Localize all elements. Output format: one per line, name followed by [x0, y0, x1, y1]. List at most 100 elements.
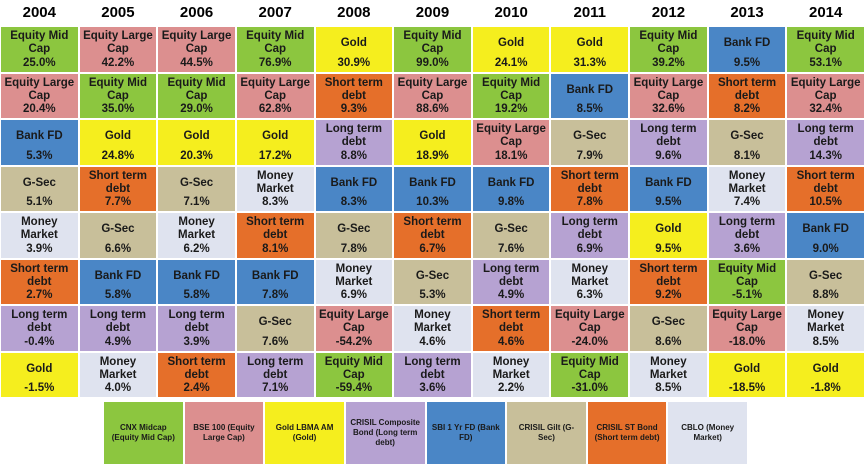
- asset-name: Short term debt: [10, 262, 69, 288]
- return-cell: Gold 24.8%: [78, 119, 158, 166]
- return-cell: Equity Large Cap -54.2%: [314, 305, 394, 352]
- return-value: 2.7%: [26, 289, 53, 301]
- return-cell: Short term debt 2.4%: [157, 351, 236, 398]
- year-label: 2005: [101, 4, 135, 21]
- asset-name: Equity Large Cap: [83, 30, 153, 55]
- asset-name: Gold: [26, 362, 53, 375]
- asset-name: Bank FD: [173, 269, 220, 282]
- asset-name: Bank FD: [645, 176, 692, 189]
- year-label: 2007: [258, 4, 292, 21]
- return-cell: Equity Mid Cap 19.2%: [471, 72, 551, 119]
- return-cell: Gold -18.5%: [707, 351, 787, 398]
- return-value: 7.6%: [262, 335, 289, 348]
- asset-name: Equity Mid Cap: [560, 355, 619, 381]
- return-cell: Long term debt 3.6%: [393, 351, 472, 398]
- return-cell: Short term debt 10.5%: [786, 165, 865, 212]
- asset-name: Long term debt: [483, 262, 540, 288]
- year-label: 2013: [730, 4, 764, 21]
- return-value: 32.4%: [809, 103, 842, 115]
- asset-name: Money Market: [649, 355, 687, 381]
- return-cell: G-Sec 5.3%: [393, 258, 472, 305]
- return-cell: Bank FD 8.3%: [314, 165, 394, 212]
- legend-label: CNX Midcap (Equity Mid Cap): [111, 423, 175, 442]
- asset-name: Gold: [498, 37, 525, 49]
- return-cell: Equity Mid Cap 29.0%: [157, 72, 236, 119]
- asset-name: Short term debt: [246, 216, 305, 241]
- return-cell: G-Sec 7.1%: [157, 165, 236, 212]
- return-value: 9.2%: [655, 289, 682, 301]
- asset-name: Long term debt: [89, 309, 147, 334]
- return-value: 6.9%: [576, 242, 603, 255]
- return-cell: Equity Mid Cap 25.0%: [0, 26, 79, 73]
- asset-name: Equity Large Cap: [240, 76, 311, 102]
- return-value: 18.9%: [416, 149, 449, 162]
- return-value: 14.3%: [809, 149, 842, 162]
- return-value: 99.0%: [416, 56, 449, 69]
- return-cell: G-Sec 5.1%: [0, 165, 79, 212]
- return-value: 42.2%: [101, 56, 135, 69]
- return-cell: Equity Large Cap 44.5%: [157, 26, 236, 73]
- return-cell: Short term debt 9.2%: [629, 258, 708, 305]
- return-cell: G-Sec 7.6%: [471, 212, 551, 259]
- legend-label: CBLO (Money Market): [681, 423, 735, 442]
- return-value: 8.5%: [655, 382, 682, 394]
- return-value: 9.8%: [498, 196, 525, 208]
- return-value: 9.3%: [340, 103, 367, 115]
- return-cell: Gold -1.5%: [0, 351, 79, 398]
- asset-name: Bank FD: [409, 176, 456, 189]
- asset-name: Gold: [183, 130, 210, 142]
- legend-entry: CRISIL Composite Bond (Long term debt): [344, 401, 426, 465]
- return-value: 88.6%: [416, 103, 449, 115]
- asset-name: Long term debt: [797, 123, 854, 148]
- asset-name: G-Sec: [494, 223, 528, 235]
- asset-name: G-Sec: [258, 316, 292, 328]
- legend-entry: CBLO (Money Market): [667, 401, 748, 465]
- asset-name: Equity Large Cap: [397, 76, 468, 102]
- return-cell: G-Sec 7.6%: [235, 305, 315, 352]
- asset-name: G-Sec: [101, 223, 135, 235]
- return-value: 44.5%: [180, 56, 213, 69]
- return-cell: Long term debt 4.9%: [78, 305, 158, 352]
- legend-label: BSE 100 (Equity Large Cap): [193, 423, 255, 442]
- return-value: 5.1%: [26, 196, 53, 208]
- asset-name: Bank FD: [566, 83, 614, 96]
- return-value: 62.8%: [258, 103, 292, 115]
- asset-name: Gold: [655, 223, 682, 235]
- return-cell: G-Sec 8.6%: [629, 305, 708, 352]
- return-cell: Bank FD 9.8%: [471, 165, 551, 212]
- asset-name: Short term debt: [639, 262, 698, 288]
- return-value: 8.5%: [812, 335, 839, 348]
- return-value: 30.9%: [337, 56, 371, 69]
- return-value: 8.8%: [340, 149, 367, 162]
- return-cell: Gold 24.1%: [471, 26, 551, 73]
- asset-name: Short term debt: [717, 76, 777, 102]
- return-value: -5.1%: [732, 289, 763, 301]
- asset-name: Short term debt: [482, 309, 541, 334]
- return-value: 6.9%: [340, 289, 367, 301]
- return-cell: Bank FD 7.8%: [235, 258, 315, 305]
- asset-name: Equity Large Cap: [4, 76, 75, 102]
- return-cell: Long term debt 6.9%: [550, 212, 630, 259]
- asset-name: Equity Large Cap: [161, 30, 232, 55]
- legend-entry: CNX Midcap (Equity Mid Cap): [103, 401, 184, 465]
- asset-name: Bank FD: [802, 223, 849, 235]
- year-header-row: 2004 2005 2006 2007 2008 2009 2010 2011 2012 2013…: [0, 0, 865, 26]
- return-cell: Money Market 4.6%: [393, 305, 472, 352]
- return-cell: Equity Large Cap 62.8%: [235, 72, 315, 119]
- return-cell: Short term debt 8.1%: [235, 212, 315, 259]
- return-cell: Money Market 6.2%: [157, 212, 236, 259]
- return-value: 20.3%: [180, 149, 213, 162]
- return-cell: Money Market 3.9%: [0, 212, 79, 259]
- return-cell: Bank FD 8.5%: [550, 72, 630, 119]
- return-cell: Short term debt 4.6%: [471, 305, 551, 352]
- return-value: 39.2%: [652, 56, 685, 69]
- year-label: 2004: [22, 4, 56, 21]
- return-cell: Equity Large Cap -24.0%: [550, 305, 630, 352]
- return-cell: Bank FD 5.8%: [78, 258, 158, 305]
- return-value: 8.3%: [340, 196, 367, 208]
- asset-name: Equity Mid Cap: [403, 30, 462, 55]
- return-value: 8.5%: [576, 103, 603, 115]
- return-value: 5.8%: [104, 289, 132, 301]
- return-cell: Long term debt 9.6%: [629, 119, 708, 166]
- asset-name: Money Market: [413, 309, 452, 334]
